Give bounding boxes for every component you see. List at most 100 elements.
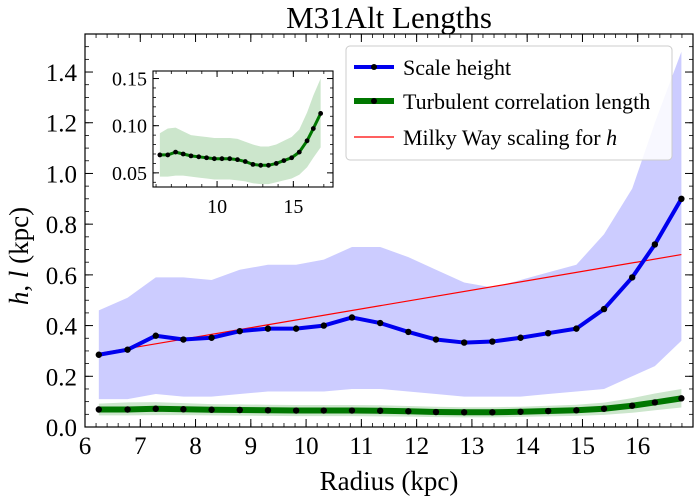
- x-tick-label: 10: [294, 433, 319, 460]
- point-turbulent: [573, 407, 580, 414]
- main-ticks: 6 7 8 9 10 11 12 13 14 15 16 0.0 0.2 0.4 0.6 0.8 1.0 1.2 1…: [46, 33, 694, 460]
- inset-line: [159, 112, 322, 167]
- inset-point: [180, 151, 186, 157]
- x-tick-label: 11: [349, 433, 373, 460]
- point-turbulent: [320, 407, 327, 414]
- legend-label-milky-way: Milky Way scaling for h: [403, 125, 617, 150]
- inset-point: [289, 155, 295, 161]
- point-turbulent: [95, 406, 103, 413]
- legend-label-milky-way-text: Milky Way scaling for: [403, 125, 606, 150]
- inset-chart: 10 15 0.05 0.10 0.15: [112, 69, 334, 218]
- legend: Scale height Turbulent correlation lengt…: [345, 45, 673, 161]
- legend-label-milky-way-h: h: [606, 125, 617, 150]
- y-label-l: l: [4, 271, 34, 279]
- y-tick-label: 1.2: [46, 111, 77, 138]
- y-axis-label: h, l (kpc): [4, 207, 34, 305]
- chart-title: M31Alt Lengths: [286, 0, 492, 35]
- x-tick-label: 6: [79, 433, 92, 460]
- point-scale-height: [517, 334, 524, 341]
- inset-point: [266, 162, 271, 168]
- inset-line-turbulent: [159, 112, 322, 167]
- x-tick-label: 13: [459, 433, 484, 460]
- point-scale-height: [432, 336, 440, 343]
- point-scale-height: [95, 351, 103, 358]
- inset-y-tick-label: 0.10: [112, 116, 147, 138]
- point-turbulent: [432, 408, 440, 416]
- point-scale-height: [573, 325, 580, 332]
- x-tick-label: 14: [515, 433, 541, 460]
- y-label-unit: (kpc): [4, 207, 34, 271]
- inset-point: [211, 156, 217, 162]
- inset-point: [281, 158, 287, 163]
- point-turbulent: [264, 407, 272, 414]
- y-tick-label: 0.0: [46, 415, 77, 442]
- x-tick-label: 9: [245, 433, 258, 460]
- inset-point: [188, 153, 194, 159]
- point-scale-height: [264, 325, 272, 332]
- point-scale-height: [651, 241, 659, 248]
- point-scale-height: [152, 332, 159, 339]
- inset-point: [304, 138, 310, 144]
- point-turbulent: [651, 399, 659, 406]
- inset-point: [258, 162, 264, 168]
- point-turbulent: [348, 407, 356, 414]
- point-scale-height: [629, 274, 636, 281]
- legend-marker-scale-height: [371, 64, 377, 70]
- point-turbulent: [460, 409, 468, 416]
- main-lines: [98, 197, 684, 416]
- inset-point: [219, 156, 225, 162]
- point-turbulent: [236, 406, 243, 414]
- line-scale-height: [98, 197, 684, 357]
- inset-point: [250, 161, 256, 167]
- inset-x-tick-label: 10: [207, 196, 227, 218]
- inset-point: [165, 152, 171, 158]
- y-label-sep: ,: [4, 278, 34, 292]
- inset-x-tick-label: 15: [283, 196, 303, 218]
- legend-marker-turbulent: [371, 98, 377, 104]
- x-tick-label: 12: [404, 433, 429, 460]
- y-tick-label: 1.0: [46, 161, 77, 188]
- point-scale-height: [292, 325, 300, 332]
- point-scale-height: [460, 339, 468, 346]
- point-scale-height: [544, 329, 552, 337]
- legend-label-scale-height: Scale height: [403, 55, 511, 80]
- plot-frame: [84, 33, 694, 428]
- point-turbulent: [292, 407, 300, 414]
- inset-points: [157, 111, 324, 168]
- x-axis-label: Radius (kpc): [320, 466, 459, 496]
- point-turbulent: [124, 406, 131, 413]
- band-scale-height: [98, 51, 682, 400]
- y-tick-label: 1.4: [46, 60, 78, 87]
- point-turbulent: [600, 405, 608, 412]
- y-tick-label: 0.2: [46, 364, 77, 391]
- point-scale-height: [348, 314, 356, 321]
- point-scale-height: [600, 305, 608, 313]
- point-scale-height: [180, 336, 187, 343]
- inset-point: [173, 149, 178, 155]
- point-scale-height: [236, 327, 243, 335]
- x-tick-label: 15: [570, 433, 595, 460]
- point-turbulent: [629, 402, 636, 409]
- inset-point: [196, 154, 202, 160]
- point-turbulent: [180, 406, 187, 413]
- inset-y-tick-label: 0.05: [112, 163, 147, 185]
- point-turbulent: [489, 409, 496, 416]
- line-turbulent: [98, 395, 682, 416]
- inset-point: [242, 159, 248, 164]
- inset-point: [310, 126, 316, 131]
- legend-frame: [345, 45, 673, 161]
- point-scale-height: [320, 322, 327, 329]
- point-turbulent: [517, 408, 524, 415]
- inset-point: [296, 149, 302, 155]
- inset-y-tick-label: 0.15: [112, 69, 147, 91]
- point-scale-height: [124, 346, 131, 353]
- x-tick-label: 16: [625, 433, 650, 460]
- y-tick-label: 0.4: [46, 314, 78, 341]
- inset-point: [235, 157, 240, 163]
- point-turbulent: [544, 407, 552, 415]
- point-scale-height: [489, 338, 496, 345]
- inset-point: [227, 156, 233, 162]
- y-tick-label: 0.6: [46, 263, 77, 290]
- point-scale-height: [208, 334, 215, 341]
